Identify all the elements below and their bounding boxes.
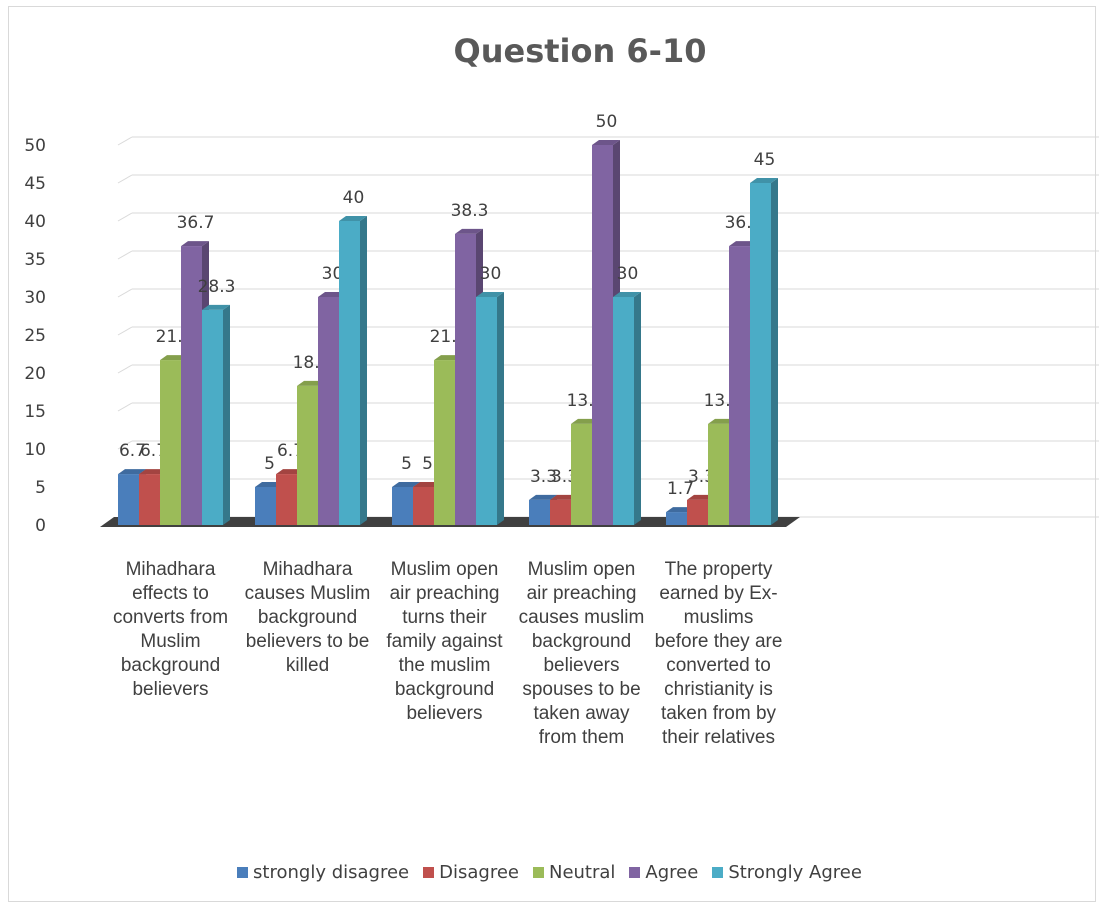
bar [202,309,223,525]
legend-item: Strongly Agree [712,862,862,883]
bar-top [613,292,641,297]
legend-label: Neutral [548,862,616,883]
bar-side [497,292,504,525]
bar [571,423,592,525]
bar-top [181,241,209,247]
data-label: 1.7 [667,479,694,499]
gridline-diagonal [117,326,133,336]
bar-top [202,304,230,310]
bar [160,360,181,525]
bar [666,512,687,525]
legend: strongly disagree Disagree Neutral Agree Str… [0,862,1099,883]
bar [413,487,434,525]
y-tick-label: 35 [24,250,46,270]
y-tick-label: 45 [24,174,46,194]
legend-item: Neutral [532,862,616,883]
bar [708,423,729,525]
y-tick-label: 20 [24,364,46,384]
bar-top [529,494,557,500]
data-label: 5 [264,454,275,474]
gridline-diagonal [117,288,133,298]
x-category-label: Muslim open air preaching turns their fa… [386,559,503,724]
gridline-diagonal [117,250,133,260]
y-tick-label: 5 [35,478,46,498]
bar [529,499,550,525]
gridline-diagonal [117,174,133,184]
legend-swatch [423,867,435,878]
legend-item: strongly disagree [237,862,409,883]
bar [255,487,276,525]
legend-label: Agree [645,862,699,883]
y-tick-label: 10 [24,440,46,460]
legend-item: Disagree [423,862,519,883]
legend-label: Strongly Agree [728,862,862,883]
data-label: 5 [401,454,412,474]
bar [276,474,297,525]
bar-top [476,292,504,297]
data-label: 36.7 [177,213,215,233]
bar [550,499,571,525]
y-tick-label: 30 [24,288,46,308]
bar [318,297,339,525]
bar [729,246,750,525]
data-label: 45 [754,150,776,170]
bar [339,221,360,525]
bar-side [634,292,641,525]
legend-label: strongly disagree [253,862,410,883]
bar [434,360,455,525]
y-tick-label: 40 [24,212,46,232]
gridline-diagonal [117,136,133,146]
legend-swatch [629,867,641,878]
bar-side [360,216,367,525]
bar-top [392,482,420,487]
bar-side [223,304,230,525]
bar-top [339,216,367,221]
bar [476,297,497,525]
gridline-diagonal [117,212,133,222]
data-label: 3.3 [530,467,557,487]
chart-title: Question 6-10 [453,32,707,70]
bar-top [592,140,620,145]
data-label: 28.3 [198,277,236,297]
bar [181,246,202,525]
bar [118,474,139,525]
legend-label: Disagree [439,862,519,883]
gridline-diagonal [117,402,133,412]
bar [613,297,634,525]
legend-swatch [532,867,544,878]
bar-top [118,469,146,475]
data-label: 30 [617,264,639,284]
bar-top [750,178,778,183]
data-label: 5 [422,454,433,474]
legend-item: Agree [629,862,698,883]
bar [297,385,318,525]
gridline-diagonal [117,440,133,450]
data-label: 50 [596,112,618,132]
y-tick-label: 0 [35,516,46,536]
x-category-label: Mihadhara causes Muslim background belie… [244,559,371,676]
y-tick-label: 50 [24,136,46,156]
legend-swatch [237,867,249,878]
data-label: 30 [480,264,502,284]
bar [592,145,613,525]
bar [455,233,476,526]
bar-top [455,228,483,234]
data-label: 38.3 [451,201,489,221]
x-category-label: The property earned by Ex-muslims before… [654,559,783,748]
y-tick-label: 25 [24,326,46,346]
data-label: 30 [322,264,344,284]
x-category-label: Muslim open air preaching causes muslim … [518,559,645,748]
bar [750,183,771,525]
bar [687,499,708,525]
legend-swatch [712,867,724,878]
bar-side [771,178,778,525]
data-label: 6.7 [119,441,146,461]
gridline-diagonal [117,364,133,374]
y-tick-label: 15 [24,402,46,422]
bar [139,474,160,525]
bar [392,487,413,525]
data-label: 40 [343,188,365,208]
x-category-label: Mihadhara effects to converts from Musli… [112,559,229,700]
